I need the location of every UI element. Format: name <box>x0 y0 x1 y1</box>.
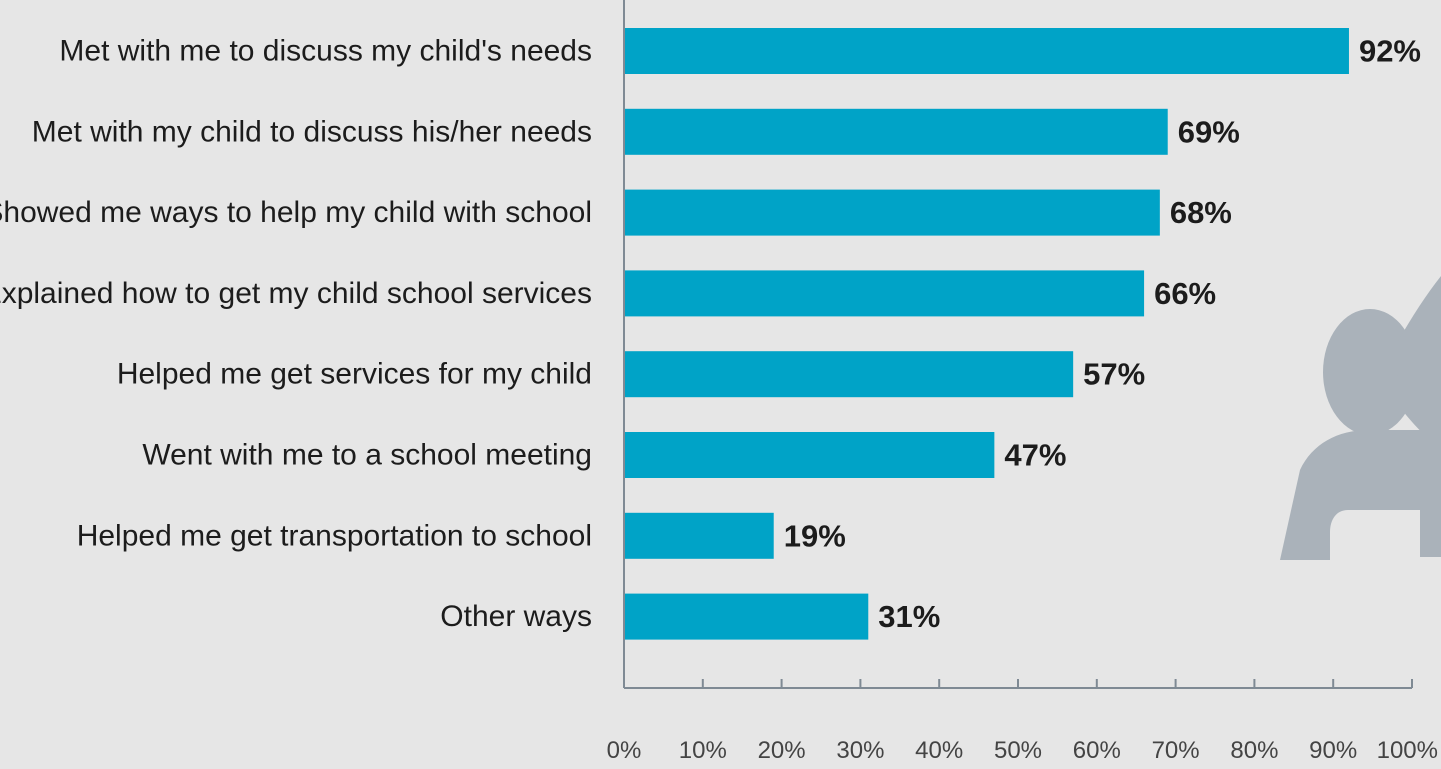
value-label-8: 31% <box>878 599 940 634</box>
x-tick-label-80: 80% <box>1230 737 1278 764</box>
bar-5 <box>624 351 1074 398</box>
x-tick-label-30: 30% <box>836 737 884 764</box>
icon-head <box>1323 309 1417 435</box>
x-tick-label-0: 0% <box>607 737 642 764</box>
axes-group: 0% 10% 20% 30% 40% 50% 60% 70% 80% 90% 100% <box>607 0 1438 764</box>
bar-7 <box>624 512 774 559</box>
bars-group <box>624 28 1349 640</box>
value-label-5: 57% <box>1083 357 1145 392</box>
icon-body <box>1280 430 1441 560</box>
category-label-8: Other ways <box>440 600 592 633</box>
x-tick-label-70: 70% <box>1152 737 1200 764</box>
icon-chair-leg <box>1420 505 1441 557</box>
bar-4 <box>624 270 1145 317</box>
bar-8 <box>624 593 869 640</box>
category-label-3: Showed me ways to help my child with sch… <box>0 196 592 229</box>
labels-group: Met with me to discuss my child's needs 9… <box>0 34 1421 635</box>
category-label-1: Met with me to discuss my child's needs <box>59 35 592 68</box>
value-label-1: 92% <box>1359 34 1421 69</box>
value-label-2: 69% <box>1178 114 1240 149</box>
bar-3 <box>624 189 1160 236</box>
icon-raised-arm <box>1394 276 1441 448</box>
category-label-7: Helped me get transportation to school <box>77 519 592 552</box>
category-label-6: Went with me to a school meeting <box>142 439 592 472</box>
x-tick-label-50: 50% <box>994 737 1042 764</box>
x-tick-label-10: 10% <box>679 737 727 764</box>
bar-2 <box>624 108 1168 155</box>
person-raising-hand-icon <box>1280 276 1441 560</box>
x-tick-label-90: 90% <box>1309 737 1357 764</box>
value-label-6: 47% <box>1004 438 1066 473</box>
category-label-4: Explained how to get my child school ser… <box>0 277 592 310</box>
bar-1 <box>624 28 1349 74</box>
value-label-3: 68% <box>1170 195 1232 230</box>
value-label-4: 66% <box>1154 276 1216 311</box>
category-label-2: Met with my child to discuss his/her nee… <box>32 115 592 148</box>
x-tick-label-40: 40% <box>915 737 963 764</box>
x-tick-label-60: 60% <box>1073 737 1121 764</box>
x-tick-label-20: 20% <box>758 737 806 764</box>
bar-6 <box>624 432 995 478</box>
x-tick-label-100: 100% <box>1377 737 1438 764</box>
value-label-7: 19% <box>784 518 846 553</box>
category-label-5: Helped me get services for my child <box>117 358 592 391</box>
